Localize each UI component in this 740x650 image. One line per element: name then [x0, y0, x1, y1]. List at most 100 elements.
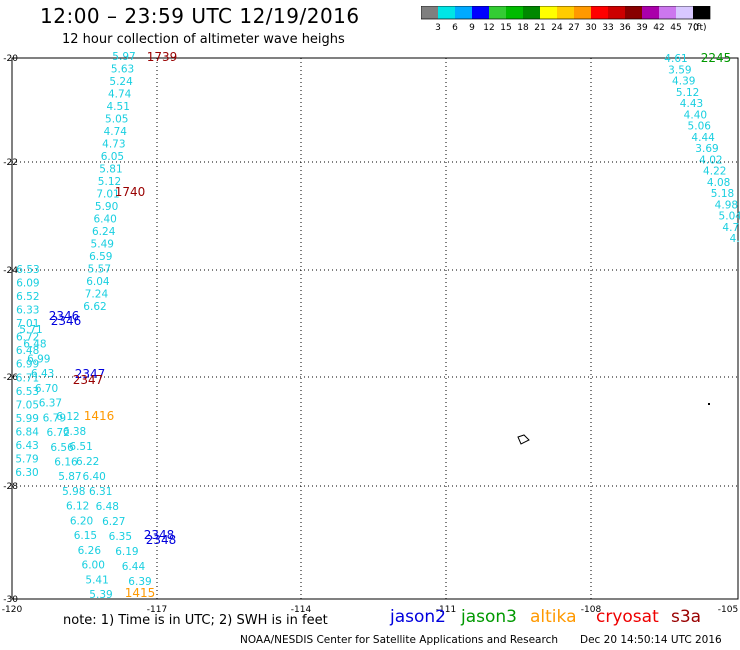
colorbar-swatch	[591, 6, 608, 19]
track4-value: 6.19	[115, 546, 138, 558]
track4-value: 6.35	[109, 531, 132, 543]
track-east-value: 3.59	[668, 64, 691, 76]
track2-value: 6.71	[16, 372, 39, 384]
track3-value: 5.41	[85, 574, 108, 586]
latitude-tick-label: -28	[3, 482, 18, 492]
track1-value: 4.73	[102, 139, 125, 151]
colorbar-swatch	[438, 6, 455, 19]
track3-value: 6.48	[23, 339, 46, 351]
colorbar-tick-label: 70	[687, 23, 699, 32]
colorbar-swatch	[574, 6, 591, 19]
track3-value: 6.72	[47, 427, 70, 439]
track-east-value: 5.12	[676, 87, 699, 99]
track4-value: 6.44	[122, 561, 146, 573]
track4-value: 6.27	[102, 516, 125, 528]
legend-jason3: jason3	[461, 607, 517, 627]
track1-value: 6.40	[93, 214, 116, 226]
colorbar-swatch	[472, 6, 489, 19]
pass-label: 2346	[51, 314, 82, 328]
pass-label: 2348	[144, 528, 175, 542]
colorbar-tick-label: 21	[534, 23, 545, 32]
track2-value: 6.48	[16, 345, 39, 357]
altimeter-tracks: 5.975.635.244.744.515.054.744.736.055.81…	[15, 51, 740, 601]
track3-value: 6.00	[82, 560, 105, 572]
track4-value: 6.22	[76, 456, 99, 468]
axis-tick-labels: -20 -22 -24 -26 -28 -30-120 -117 -114 -111 -108 -1…	[2, 54, 738, 615]
colorbar-unit: (ft)	[693, 23, 707, 32]
track2-value: 6.09	[16, 278, 39, 290]
track4-value: 6.48	[96, 501, 119, 513]
track-east-value: 4.4	[730, 233, 740, 245]
track-east-value: 4.98	[715, 199, 738, 211]
track3-value: 6.16	[54, 457, 78, 469]
track-east-value: 4.02	[699, 154, 722, 166]
track1-value: 6.59	[89, 251, 112, 263]
track1-value: 7.24	[85, 289, 109, 301]
track3-value: 6.15	[74, 530, 97, 542]
colorbar-swatch	[489, 6, 506, 19]
island-dot	[708, 403, 710, 405]
colorbar-swatch	[557, 6, 574, 19]
latitude-tick-label: -30	[3, 595, 18, 605]
track3-value: 6.12	[66, 501, 89, 513]
colorbar-tick-label: 9	[469, 23, 475, 32]
track1-value: 4.74	[104, 126, 128, 138]
track-east-value: 4.40	[684, 109, 707, 121]
track-east-value: 5.06	[688, 121, 712, 133]
track4-value: 6.38	[63, 426, 86, 438]
colorbar-tick-label: 30	[585, 23, 597, 32]
track4-value: 6.39	[128, 576, 151, 588]
track-east-value: 3.69	[695, 143, 718, 155]
colorbar-tick-label: 3	[435, 23, 441, 32]
track3-value: 6.70	[35, 383, 58, 395]
track3-value: 6.26	[78, 545, 102, 557]
track-east-value: 4.22	[703, 166, 726, 178]
colorbar-tick-label: 39	[636, 23, 648, 32]
track3-value: 5.98	[62, 486, 85, 498]
longitude-tick-label: -111	[436, 605, 456, 615]
colorbar-swatch	[642, 6, 659, 19]
pass-label: 2346	[49, 309, 80, 323]
track1-value: 5.63	[111, 64, 134, 76]
track1-value: 4.74	[108, 89, 132, 101]
map-subtitle: 12 hour collection of altimeter wave hei…	[62, 32, 345, 47]
track-east-value: 4.39	[672, 76, 695, 88]
track-east-value: 4.75	[722, 222, 740, 234]
track-east-value: 5.04	[719, 211, 740, 223]
track2-value: 6.53	[16, 264, 39, 276]
track4-value: 6.40	[82, 471, 105, 483]
latitude-tick-label: -22	[3, 158, 18, 168]
longitude-tick-label: -105	[718, 605, 738, 615]
colorbar-swatch	[421, 6, 438, 19]
track-east-value: 4.08	[707, 177, 730, 189]
track1-value: 5.90	[95, 201, 118, 213]
pass-label: 2348	[146, 533, 177, 547]
track3-value: 6.43	[31, 368, 54, 380]
track1-value: 6.04	[86, 276, 110, 288]
pass-label: 1415	[125, 586, 156, 600]
pass-label: 1739	[147, 50, 178, 64]
track1-value: 5.24	[109, 76, 133, 88]
pass-label: 2347	[73, 373, 104, 387]
colorbar-swatch	[540, 6, 557, 19]
track1-value: 5.57	[88, 264, 111, 276]
latitude-tick-label: -20	[3, 54, 18, 64]
track-east-value: 5.18	[711, 188, 734, 200]
colorbar-swatch	[676, 6, 693, 19]
track1-value: 6.24	[92, 226, 116, 238]
map-title: 12:00 – 23:59 UTC 12/19/2016	[40, 4, 360, 28]
generation-timestamp: Dec 20 14:50:14 UTC 2016	[580, 634, 722, 646]
pass-label: 2347	[75, 367, 106, 381]
longitude-tick-label: -120	[2, 605, 23, 615]
island-outline	[517, 434, 530, 445]
track2-value: 6.53	[16, 386, 39, 398]
track1-value: 5.12	[98, 176, 121, 188]
pass-label: 1740	[115, 185, 146, 199]
latitude-tick-label: -24	[3, 266, 18, 276]
colorbar-swatch	[506, 6, 523, 19]
track2-value: 6.99	[16, 359, 39, 371]
track3-value: 5.39	[89, 589, 112, 601]
track1-value: 7.01	[96, 189, 119, 201]
